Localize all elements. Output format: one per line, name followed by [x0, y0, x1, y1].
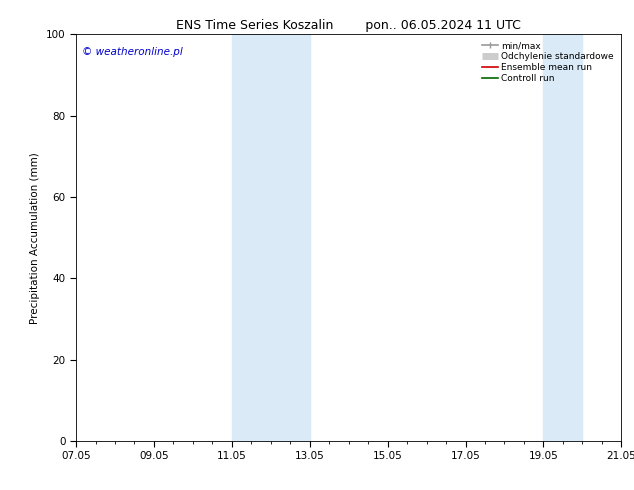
Title: ENS Time Series Koszalin        pon.. 06.05.2024 11 UTC: ENS Time Series Koszalin pon.. 06.05.202…: [176, 19, 521, 32]
Y-axis label: Precipitation Accumulation (mm): Precipitation Accumulation (mm): [30, 152, 41, 323]
Bar: [232, 34, 310, 441]
Legend: min/max, Odchylenie standardowe, Ensemble mean run, Controll run: min/max, Odchylenie standardowe, Ensembl…: [479, 39, 617, 86]
Text: © weatheronline.pl: © weatheronline.pl: [82, 47, 183, 56]
Bar: [543, 34, 583, 441]
